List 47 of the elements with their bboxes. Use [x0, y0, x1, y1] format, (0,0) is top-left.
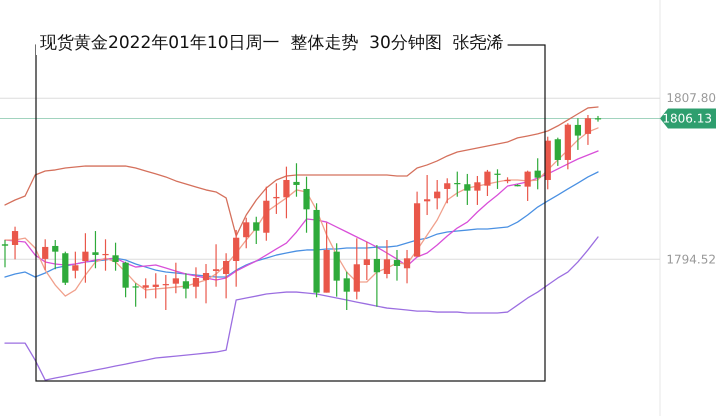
candlestick: [172, 262, 179, 294]
candlestick: [162, 274, 169, 311]
candlestick: [574, 118, 582, 151]
y-tick-label: 1807.80: [666, 91, 716, 106]
ref-line-label: 1806.13: [662, 111, 712, 126]
candlestick: [364, 241, 370, 281]
candlestick: [12, 226, 18, 260]
candlestick: [424, 174, 430, 216]
candlestick: [202, 263, 210, 304]
candlestick: [82, 232, 89, 284]
candlestick: [534, 158, 541, 190]
line-series: [4, 106, 599, 237]
candlestick: [112, 242, 119, 272]
candlestick: [384, 239, 390, 279]
line-series: [4, 236, 599, 381]
candlestick: [52, 239, 58, 270]
candlestick: [223, 252, 230, 299]
line-series: [4, 150, 599, 281]
candlestick: [283, 166, 290, 219]
y-tick-label: 1794.52: [666, 252, 716, 266]
candlestick: [474, 175, 481, 206]
candlestick: [554, 137, 561, 167]
candlestick: [584, 114, 592, 146]
text: 现货黄金2022年01年10日周一 整体走势 30分钟图 张尧浠: [40, 33, 504, 53]
candlestick: [253, 216, 260, 245]
candlestick: [273, 182, 280, 215]
candlestick: [524, 170, 531, 202]
candlestick: [293, 162, 300, 198]
candlestick: [344, 271, 350, 311]
candlestick: [464, 173, 470, 206]
candlestick: [434, 179, 440, 210]
candlestick: [444, 178, 450, 204]
candlestick: [404, 249, 410, 284]
candlestick: [303, 176, 310, 234]
candlestick: [484, 169, 491, 197]
candlestick: [152, 272, 159, 299]
candlestick: [494, 168, 501, 190]
candlestick: [394, 249, 400, 282]
candlestick: [243, 217, 250, 249]
candlestick: [182, 272, 190, 299]
candlestick: [374, 244, 380, 308]
candlestick: [42, 238, 48, 271]
candlestick: [72, 251, 78, 279]
candlestick: [92, 230, 99, 269]
candlestick: [192, 266, 200, 299]
candlestick: [212, 244, 220, 288]
candlestick: [233, 229, 240, 288]
